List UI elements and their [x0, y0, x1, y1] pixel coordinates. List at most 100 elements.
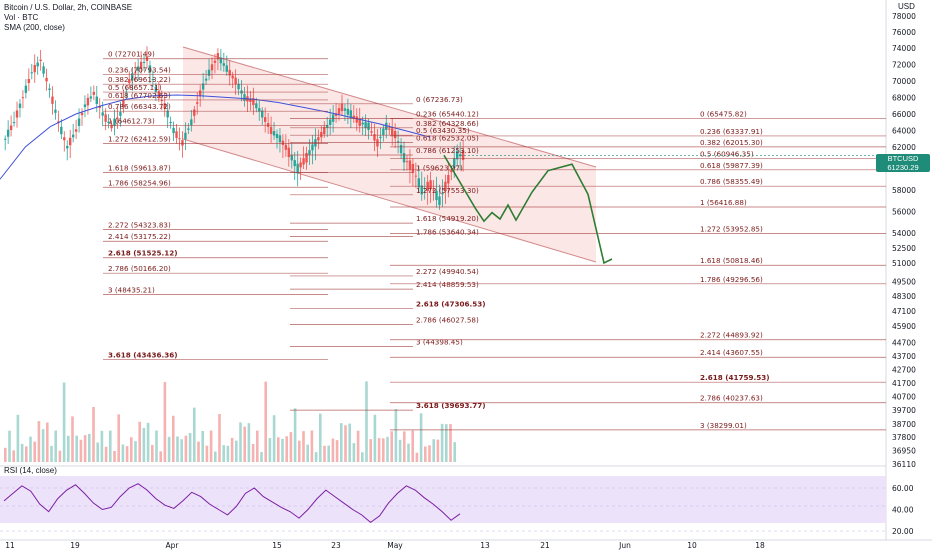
volume-bar — [16, 414, 20, 462]
price-tick-label: 52500 — [892, 244, 916, 253]
volume-bar — [369, 439, 372, 462]
candle-body — [9, 125, 13, 131]
volume-bar — [172, 415, 175, 462]
candle-body — [414, 175, 418, 177]
volume-bar — [20, 443, 24, 462]
volume-bar — [4, 447, 7, 462]
volume-bar — [264, 381, 267, 462]
candle-body — [364, 121, 367, 129]
candle-body — [320, 131, 323, 138]
candle-body — [18, 103, 22, 108]
candle-body — [382, 128, 385, 136]
currency-label[interactable]: USD — [898, 2, 915, 11]
volume-bar — [302, 431, 305, 462]
volume-bar — [445, 424, 448, 462]
candle-body — [166, 110, 169, 118]
fib-level-label: 0.382 (62015.30) — [700, 138, 763, 147]
candle-body — [370, 131, 373, 133]
candle-body — [151, 79, 155, 81]
volume-bar — [201, 430, 204, 462]
candle-body — [393, 131, 397, 139]
fib-level-label: 3.618 (39693.77) — [416, 401, 486, 410]
candle-body — [169, 121, 172, 123]
volume-legend: Vol · BTC — [4, 13, 39, 22]
volume-bar — [8, 430, 11, 462]
candle-body — [278, 135, 282, 143]
fib-level-label: 2.272 (54323.83) — [108, 221, 171, 230]
candle-body — [266, 123, 270, 127]
volume-bar — [285, 436, 288, 462]
volume-bar — [243, 426, 246, 462]
volume-bar — [344, 425, 347, 462]
volume-bar — [335, 440, 339, 462]
candle-body — [163, 103, 166, 109]
candle-body — [201, 83, 205, 90]
volume-bar — [403, 431, 406, 462]
volume-bar — [277, 437, 280, 462]
candle-body — [204, 78, 208, 81]
symbol-title: Bitcoin / U.S. Dollar, 2h, COINBASE — [4, 3, 133, 12]
candle-body — [181, 140, 184, 146]
price-tick-label: 39700 — [892, 406, 916, 415]
candle-body — [131, 73, 134, 81]
volume-bar — [130, 437, 133, 462]
volume-bar — [407, 443, 410, 462]
candle-body — [142, 61, 146, 63]
price-tick-label: 47100 — [892, 307, 916, 316]
candle-body — [261, 110, 264, 118]
candle-body — [385, 122, 388, 130]
candle-body — [219, 57, 223, 64]
fib-level-label: 3 (48435.21) — [108, 285, 155, 294]
rsi-tick-label: 60.00 — [892, 484, 914, 493]
volume-bar — [125, 446, 129, 462]
candle-body — [36, 62, 39, 67]
candle-body — [290, 155, 293, 161]
candle-body — [326, 124, 329, 128]
volume-bar — [218, 413, 221, 462]
candle-body — [45, 77, 48, 82]
volume-bar — [58, 450, 62, 462]
candle-body — [346, 108, 350, 115]
fib-level-label: 0.618 (67702.63) — [108, 91, 171, 100]
fib-level-label: 2.786 (46027.58) — [416, 315, 479, 324]
candle-body — [275, 133, 279, 139]
fib-level-label: 0.786 (61253.10) — [416, 146, 479, 155]
candle-body — [193, 109, 196, 116]
volume-bar — [117, 414, 120, 462]
candle-body — [331, 114, 335, 122]
candle-body — [77, 118, 81, 126]
candle-body — [228, 69, 231, 76]
candle-body — [101, 112, 104, 116]
fib-level-label: 2.272 (49940.54) — [416, 267, 479, 276]
fib-level-label: 1.618 (50818.46) — [700, 256, 763, 265]
candle-body — [48, 88, 51, 91]
rsi-line — [3, 483, 461, 524]
volume-bar — [436, 439, 440, 462]
volume-bar — [293, 408, 297, 462]
price-tick-label: 44700 — [892, 338, 916, 347]
time-tick-label: 21 — [540, 541, 550, 550]
volume-bar — [453, 442, 456, 462]
volume-bar — [46, 422, 49, 462]
price-tick-label: 64000 — [892, 127, 916, 136]
candle-body — [136, 66, 140, 71]
volume-bar — [184, 435, 188, 462]
rsi-tick-label: 20.00 — [892, 527, 914, 536]
fib-level-label: 0.786 (58355.49) — [700, 177, 763, 186]
candle-body — [323, 126, 326, 135]
candle-body — [89, 96, 93, 99]
volume-bar — [411, 430, 414, 462]
price-tick-label: 62000 — [892, 143, 916, 152]
volume-bar — [37, 421, 41, 462]
price-tick-label: 45900 — [892, 322, 916, 331]
price-tick-label: 41700 — [892, 379, 916, 388]
candle-body — [210, 64, 214, 71]
volume-bar — [79, 439, 83, 462]
time-tick-label: 19 — [70, 541, 80, 550]
candle-body — [15, 110, 19, 118]
volume-bar — [209, 430, 213, 462]
volume-bar — [75, 435, 78, 462]
price-tick-label: 58000 — [892, 186, 916, 195]
projection-path — [443, 154, 613, 265]
